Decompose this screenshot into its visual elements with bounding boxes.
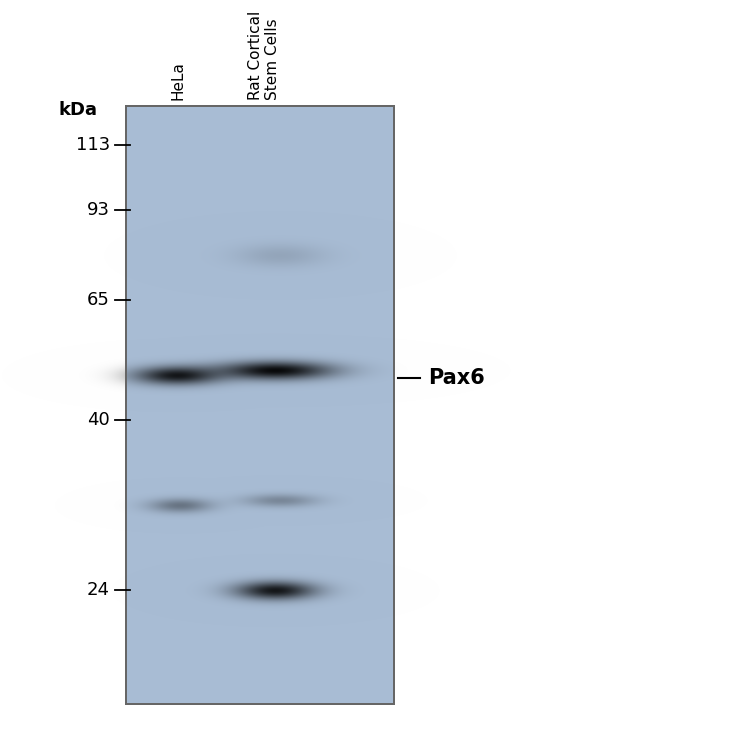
- Text: 65: 65: [87, 291, 110, 309]
- Text: 24: 24: [87, 581, 110, 599]
- Text: 93: 93: [87, 201, 110, 219]
- Text: 40: 40: [87, 411, 110, 429]
- Text: kDa: kDa: [58, 101, 98, 119]
- Text: Pax6: Pax6: [428, 368, 484, 388]
- Text: HeLa: HeLa: [170, 62, 185, 100]
- Text: 113: 113: [76, 136, 110, 154]
- Text: Rat Cortical
Stem Cells: Rat Cortical Stem Cells: [248, 10, 280, 100]
